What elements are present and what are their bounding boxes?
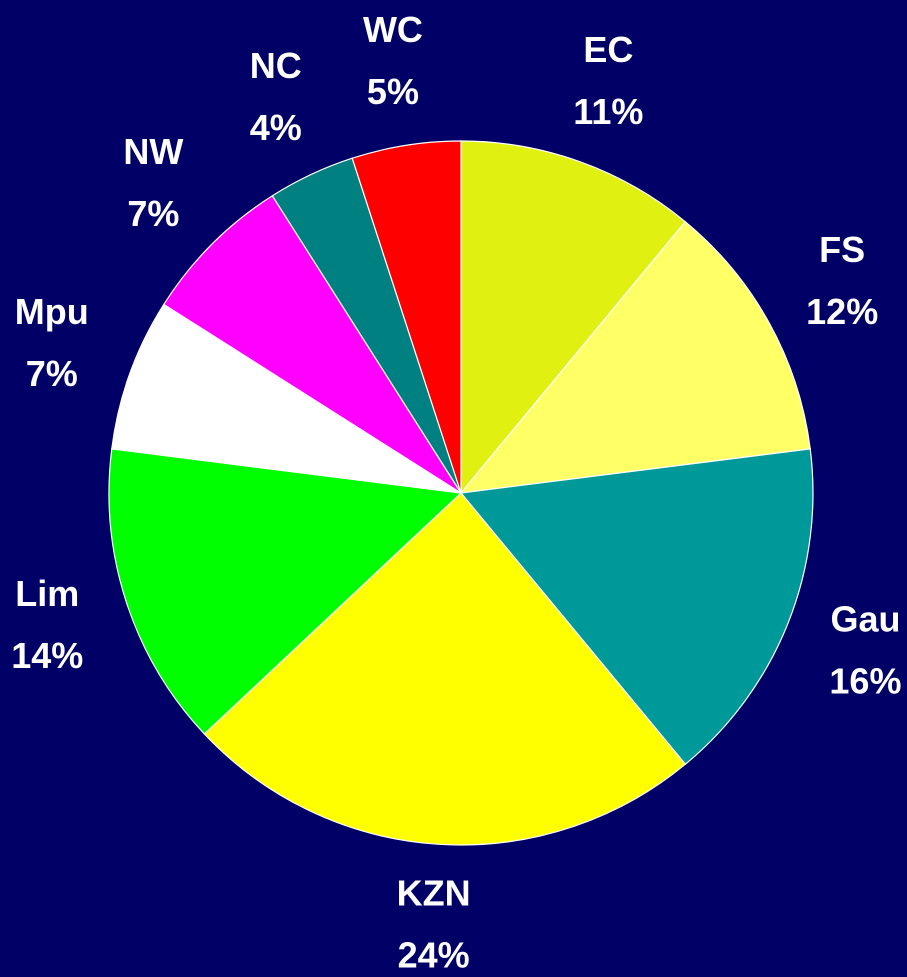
slice-value-label: 7% xyxy=(127,193,179,234)
slice-value-label: 16% xyxy=(829,661,901,702)
slice-value-label: 11% xyxy=(573,91,643,132)
slice-value-label: 24% xyxy=(398,935,470,976)
pie-slice xyxy=(111,303,462,494)
pie-slice xyxy=(459,448,814,766)
slice-value-label: 12% xyxy=(806,291,878,332)
slice-label: Lim xyxy=(15,573,79,614)
pie-slice xyxy=(460,140,687,495)
pie-slice xyxy=(108,448,463,735)
pie-slice xyxy=(203,492,687,846)
slice-label: NW xyxy=(123,131,183,172)
slice-value-label: 4% xyxy=(250,107,302,148)
slice-value-label: 14% xyxy=(11,635,83,676)
pie-slice xyxy=(459,220,811,494)
slice-label: Mpu xyxy=(15,291,89,332)
slice-label: EC xyxy=(583,29,633,70)
pie-slice xyxy=(351,140,462,494)
slice-value-label: 5% xyxy=(367,71,419,112)
slice-value-label: 7% xyxy=(26,353,78,394)
slice-label: WC xyxy=(363,9,423,50)
slice-label: NC xyxy=(250,45,302,86)
slice-label: FS xyxy=(819,229,865,270)
slice-label: KZN xyxy=(397,873,471,914)
pie-slice xyxy=(162,194,462,494)
slice-label: Gau xyxy=(830,599,900,640)
